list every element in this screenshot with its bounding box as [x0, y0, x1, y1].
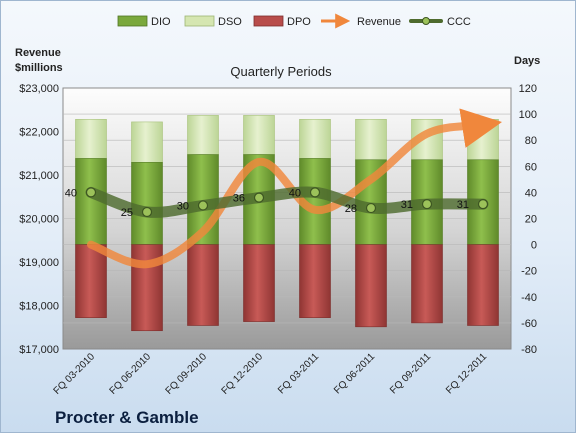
- revenue-line: [87, 108, 502, 269]
- legend-marker-ccc: [422, 17, 430, 25]
- x-tick-label: FQ 03-2011: [276, 351, 321, 396]
- ccc-layer: 40 25 30 36 40 28 31 31: [65, 186, 489, 219]
- ccc-data-label: 31: [401, 199, 413, 211]
- left-tick-label: $17,000: [19, 344, 59, 356]
- legend-swatch-dio: [117, 15, 148, 27]
- left-tick-label: $18,000: [19, 301, 59, 313]
- right-axis-ticks: -80 -60 -40 -20 0 20 40 60 80 100 120: [519, 83, 537, 356]
- ccc-data-label: 25: [121, 207, 133, 219]
- ccc-point: [365, 202, 377, 214]
- right-tick-label: 100: [519, 109, 537, 121]
- x-tick-label: FQ 06-2011: [332, 351, 377, 396]
- ccc-data-label: 30: [177, 200, 189, 212]
- left-axis-title-line2: $millions: [15, 62, 63, 74]
- right-tick-label: -60: [521, 318, 537, 330]
- bar-dso: [75, 119, 107, 159]
- ccc-point: [85, 187, 97, 198]
- right-tick-label: 40: [525, 187, 537, 199]
- legend-label-revenue: Revenue: [357, 16, 401, 28]
- legend: DIO DSO DPO Revenue CCC: [117, 13, 471, 29]
- bar-dpo: [299, 244, 331, 318]
- x-tick-label: FQ 03-2010: [52, 351, 98, 397]
- bar-dpo: [411, 244, 443, 324]
- ccc-data-label: 40: [65, 187, 77, 199]
- left-axis-title-line1: Revenue: [15, 47, 61, 59]
- legend-swatch-dso: [184, 15, 215, 27]
- right-tick-label: -20: [521, 266, 537, 278]
- company-name: Procter & Gamble: [55, 408, 199, 427]
- bar-dpo: [187, 244, 219, 326]
- left-tick-label: $22,000: [19, 127, 59, 139]
- legend-label-dpo: DPO: [287, 16, 311, 28]
- x-tick-label: FQ 09-2011: [388, 351, 433, 396]
- ccc-data-label: 40: [289, 187, 301, 199]
- legend-label-dso: DSO: [218, 16, 242, 28]
- ccc-point: [141, 206, 153, 218]
- bar-dso: [187, 115, 219, 155]
- bar-dso: [355, 119, 387, 161]
- bar-dso: [243, 115, 275, 155]
- chart-subtitle: Quarterly Periods: [230, 64, 332, 79]
- right-tick-label: -40: [521, 292, 537, 304]
- ccc-point: [309, 187, 321, 198]
- right-tick-label: 80: [525, 135, 537, 147]
- right-tick-label: 0: [531, 240, 537, 252]
- ccc-point: [477, 199, 489, 210]
- legend-swatch-dpo: [253, 15, 284, 27]
- left-axis-ticks: $17,000 $18,000 $19,000 $20,000 $21,000 $22,0…: [19, 83, 59, 356]
- right-tick-label: 20: [525, 214, 537, 226]
- left-tick-label: $21,000: [19, 170, 59, 182]
- legend-label-dio: DIO: [151, 16, 171, 28]
- x-axis-ticks: FQ 03-2010 FQ 06-2010 FQ 09-2010 FQ 12-2010…: [52, 351, 490, 397]
- ccc-data-label: 36: [233, 193, 245, 205]
- right-tick-label: -80: [521, 344, 537, 356]
- bar-dpo: [467, 244, 499, 326]
- ccc-data-label: 28: [345, 203, 357, 215]
- ccc-point: [197, 200, 209, 211]
- right-tick-label: 120: [519, 83, 537, 95]
- bar-dio: [75, 158, 107, 245]
- left-tick-label: $19,000: [19, 257, 59, 269]
- left-tick-label: $20,000: [19, 214, 59, 226]
- legend-label-ccc: CCC: [447, 16, 471, 28]
- x-tick-label: FQ 12-2010: [220, 351, 266, 397]
- x-tick-label: FQ 06-2010: [108, 351, 154, 397]
- right-tick-label: 60: [525, 161, 537, 173]
- x-tick-label: FQ 12-2011: [444, 351, 489, 396]
- bar-dso: [131, 121, 163, 163]
- bar-dpo: [243, 244, 275, 322]
- ccc-point: [253, 192, 265, 203]
- bar-dpo: [355, 244, 387, 328]
- bar-dso: [299, 119, 331, 159]
- bar-dpo: [75, 244, 107, 318]
- revenue-layer: [87, 108, 502, 269]
- right-axis-title: Days: [514, 55, 540, 67]
- ccc-data-label: 31: [457, 199, 469, 211]
- bar-dio: [131, 162, 163, 245]
- left-tick-label: $23,000: [19, 83, 59, 95]
- x-tick-label: FQ 09-2010: [164, 351, 210, 397]
- ccc-point: [421, 199, 433, 210]
